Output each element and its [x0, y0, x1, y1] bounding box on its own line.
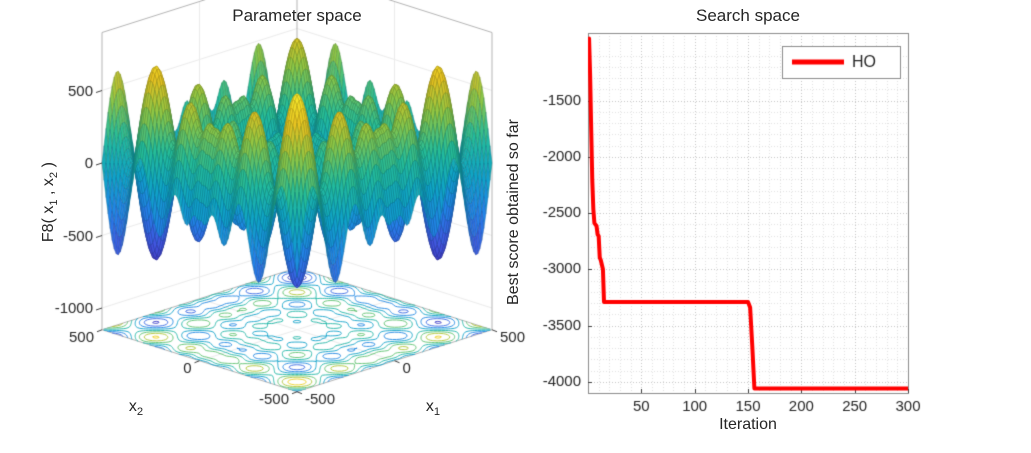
figure-canvas — [0, 0, 1031, 453]
matlab-figure: Parameter space Search space F8( x1 , x2… — [0, 0, 1031, 453]
